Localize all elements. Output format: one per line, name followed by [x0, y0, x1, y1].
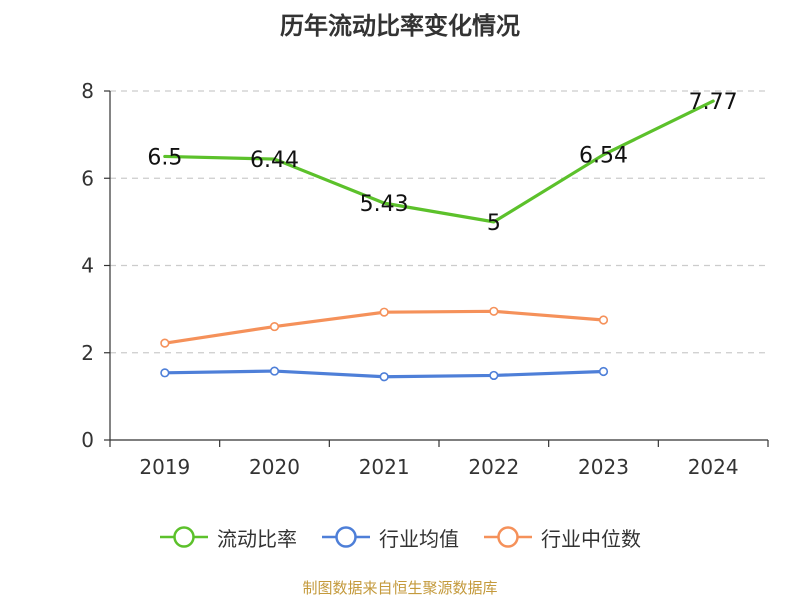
x-tick-label: 2021: [359, 455, 410, 479]
chart-title: 历年流动比率变化情况: [280, 12, 520, 40]
y-tick-label: 4: [81, 254, 94, 278]
chart-legend: 流动比率 行业均值 行业中位数: [0, 520, 800, 554]
y-tick-label: 6: [81, 166, 94, 190]
data-label: 7.77: [689, 90, 738, 115]
data-point: [160, 338, 170, 348]
data-point: [269, 321, 280, 332]
legend-label: 行业均值: [379, 526, 459, 551]
legend-marker-icon: [160, 526, 208, 548]
data-point: [379, 372, 389, 382]
x-tick-label: 2023: [578, 455, 629, 479]
x-tick-label: 2022: [468, 455, 519, 479]
data-label: 6.5: [147, 145, 182, 170]
data-label: 5: [487, 211, 501, 236]
legend-marker-icon: [484, 526, 532, 548]
data-point: [379, 307, 389, 317]
legend-item[interactable]: 行业均值: [321, 523, 459, 552]
y-tick-label: 2: [81, 341, 94, 365]
data-point: [160, 368, 170, 378]
x-tick-label: 2020: [249, 455, 300, 479]
x-tick-label: 2024: [688, 455, 739, 479]
data-point: [598, 366, 609, 377]
data-point: [489, 370, 499, 381]
data-point: [489, 306, 499, 316]
data-label: 6.54: [579, 144, 628, 169]
y-tick-label: 8: [81, 79, 94, 103]
data-label: 6.44: [250, 148, 299, 173]
data-label: 5.43: [360, 192, 409, 217]
data-point: [269, 366, 280, 376]
y-tick-label: 0: [81, 428, 94, 452]
legend-item[interactable]: 行业中位数: [483, 523, 641, 552]
legend-item[interactable]: 流动比率: [159, 523, 297, 552]
legend-label: 流动比率: [217, 526, 297, 551]
legend-marker-icon: [322, 526, 370, 548]
data-point: [598, 315, 609, 325]
series-line-0: [163, 99, 715, 224]
legend-label: 行业中位数: [541, 526, 641, 551]
x-tick-label: 2019: [139, 455, 190, 479]
data-source-note: 制图数据来自恒生聚源数据库: [302, 579, 498, 597]
